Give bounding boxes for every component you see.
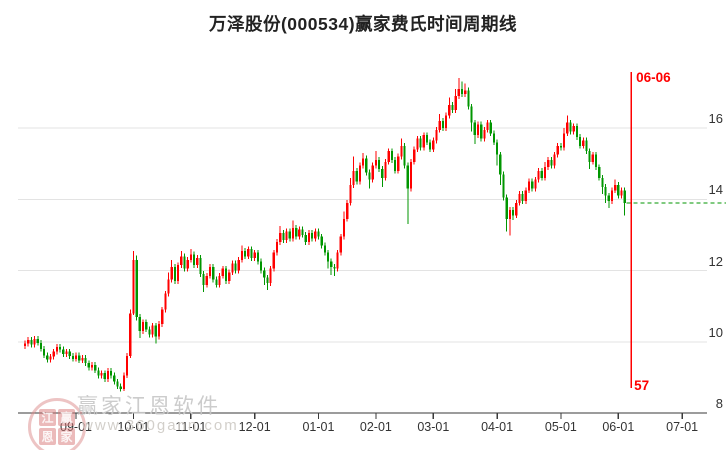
y-axis-label: 12 — [708, 253, 723, 269]
watermark-seal-grid: 江 赢 恩 家 — [39, 409, 75, 445]
watermark-seal-char: 家 — [58, 428, 75, 445]
watermark-seal-char: 恩 — [39, 428, 56, 445]
x-axis-label: 06-01 — [602, 420, 635, 434]
watermark-seal-logo: 江 赢 恩 家 — [28, 398, 86, 450]
x-axis-label: 07-01 — [666, 420, 699, 434]
x-axis-label: 01-01 — [302, 420, 335, 434]
x-axis-label: 04-01 — [481, 420, 514, 434]
x-axis-label: 12-01 — [238, 420, 271, 434]
fib-cycle-date-label: 06-06 — [636, 70, 671, 85]
watermark-seal-char: 赢 — [58, 409, 75, 426]
y-axis-label: 14 — [708, 182, 723, 198]
watermark-brand-text: 赢家江恩软件 — [77, 395, 221, 418]
x-axis-label: 03-01 — [417, 420, 450, 434]
watermark-seal-char: 江 — [39, 409, 56, 426]
x-axis-label: 10-01 — [117, 420, 150, 434]
y-axis-label: 16 — [708, 111, 723, 126]
y-axis-label: 10 — [708, 324, 723, 340]
x-axis-label: 02-01 — [359, 420, 392, 434]
page-title: 万泽股份(000534)赢家费氏时间周期线 — [208, 14, 518, 34]
watermark-site-text: www.360gann.com — [82, 417, 239, 434]
x-axis-label: 05-01 — [544, 420, 577, 434]
y-axis-label: 8 — [715, 396, 723, 411]
fib-cycle-count-label: 57 — [634, 378, 650, 393]
x-axis-label: 11-01 — [175, 420, 207, 434]
